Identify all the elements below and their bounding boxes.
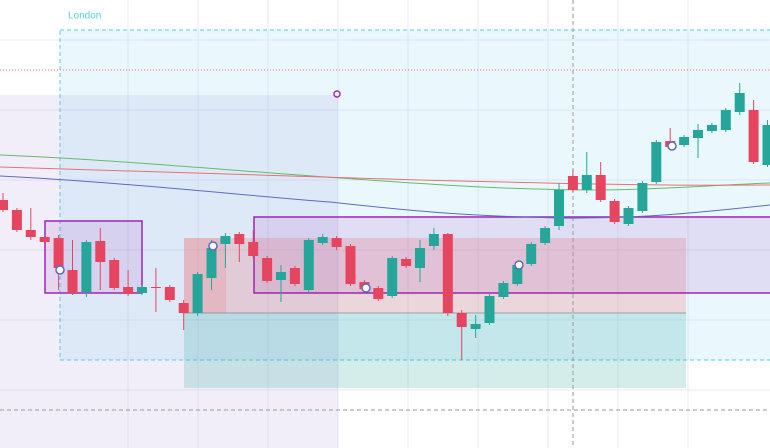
candle-body	[25, 230, 36, 237]
candle-body	[470, 324, 481, 329]
candle-body	[123, 287, 134, 294]
candle-body	[540, 228, 551, 243]
moving-average	[0, 154, 770, 191]
candle-body	[137, 287, 147, 293]
candle-body	[512, 265, 523, 284]
candle-body	[693, 130, 703, 138]
markers	[55, 90, 677, 293]
candle-body	[109, 260, 120, 288]
candle-body	[331, 238, 342, 247]
candle-body	[248, 242, 259, 256]
signal-marker	[333, 90, 341, 98]
candle-body	[276, 272, 286, 280]
stop-zone-entry	[184, 238, 226, 313]
candle-body	[526, 244, 537, 264]
signal-marker	[667, 141, 677, 151]
candle-body	[609, 201, 620, 222]
candle-body	[554, 190, 564, 226]
candle-body	[39, 237, 50, 242]
candle-body	[442, 234, 453, 313]
candle-body	[456, 313, 467, 327]
moving-average	[0, 175, 770, 219]
candle-body	[581, 175, 592, 190]
signal-marker	[361, 283, 371, 293]
candle-body	[53, 238, 64, 268]
candle-body	[67, 270, 78, 293]
candle-body	[178, 303, 189, 313]
candle-body	[720, 110, 731, 130]
candle-body	[734, 93, 745, 112]
moving-average	[0, 166, 770, 186]
candle-body	[401, 259, 412, 266]
range-box	[253, 216, 770, 294]
candle-body	[95, 241, 106, 262]
candle-body	[637, 183, 648, 211]
candle-body	[262, 258, 273, 281]
candle-body	[345, 246, 356, 284]
candle-body	[303, 240, 314, 290]
candle-body	[0, 200, 8, 210]
candle-body	[567, 176, 578, 190]
candle-body	[748, 110, 759, 162]
candle-body	[706, 125, 717, 131]
candle-body	[498, 283, 509, 297]
candle-body	[484, 296, 495, 323]
candle-body	[623, 208, 634, 224]
candle-body	[81, 242, 92, 292]
candle-body	[387, 258, 398, 296]
candle-body	[234, 234, 245, 244]
candle-body	[11, 210, 22, 230]
signal-marker	[208, 241, 218, 251]
target-zone	[184, 313, 686, 388]
candle-body	[317, 237, 328, 243]
candle-body	[762, 125, 770, 165]
candle-body	[373, 288, 384, 299]
signal-marker	[55, 265, 65, 275]
candle-body	[164, 287, 175, 300]
candle-body	[415, 248, 425, 268]
signal-marker	[514, 260, 524, 270]
candle-body	[289, 268, 300, 284]
candle-body	[150, 287, 161, 288]
candle-body	[595, 175, 606, 200]
candle-body	[679, 137, 690, 145]
candle-body	[428, 234, 439, 246]
candle-body	[220, 236, 231, 244]
candles	[0, 83, 770, 360]
candle-body	[206, 248, 217, 278]
session-box	[59, 29, 770, 361]
candle-body	[192, 274, 203, 313]
session-label: London	[68, 11, 101, 22]
candle-body	[651, 142, 662, 182]
